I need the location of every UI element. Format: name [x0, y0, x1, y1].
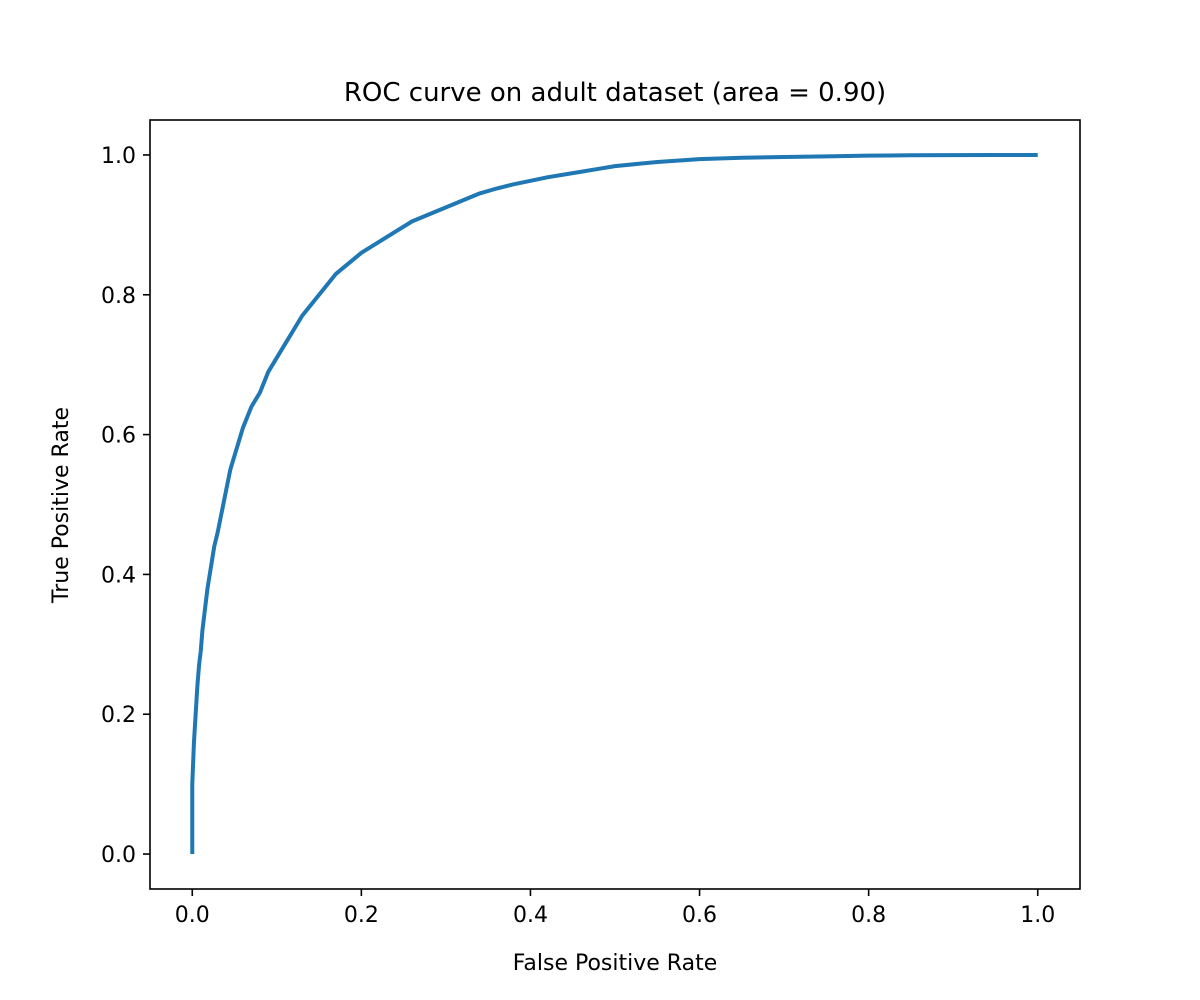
- y-axis-ticks: 0.0 0.2 0.4 0.6 0.8 1.0: [101, 144, 150, 868]
- x-axis-ticks: 0.0 0.2 0.4 0.6 0.8 1.0: [175, 889, 1055, 928]
- y-tick-label: 1.0: [101, 144, 136, 169]
- y-axis-label: True Positive Rate: [49, 407, 74, 604]
- y-tick-label: 0.0: [101, 843, 136, 868]
- x-tick-label: 0.8: [851, 903, 886, 928]
- x-tick-label: 0.4: [513, 903, 548, 928]
- x-tick-label: 0.6: [682, 903, 717, 928]
- y-tick-label: 0.6: [101, 424, 136, 449]
- x-tick-label: 0.0: [175, 903, 210, 928]
- y-tick-label: 0.2: [101, 703, 136, 728]
- chart-title: ROC curve on adult dataset (area = 0.90): [344, 78, 886, 108]
- y-tick-label: 0.4: [101, 563, 136, 588]
- x-tick-label: 0.2: [344, 903, 379, 928]
- plot-frame: [149, 119, 1081, 890]
- roc-curve-line: [190, 152, 1038, 855]
- y-tick-label: 0.8: [101, 284, 136, 309]
- x-tick-label: 1.0: [1020, 903, 1055, 928]
- x-axis-label: False Positive Rate: [513, 951, 717, 976]
- series-layer: [190, 152, 1038, 855]
